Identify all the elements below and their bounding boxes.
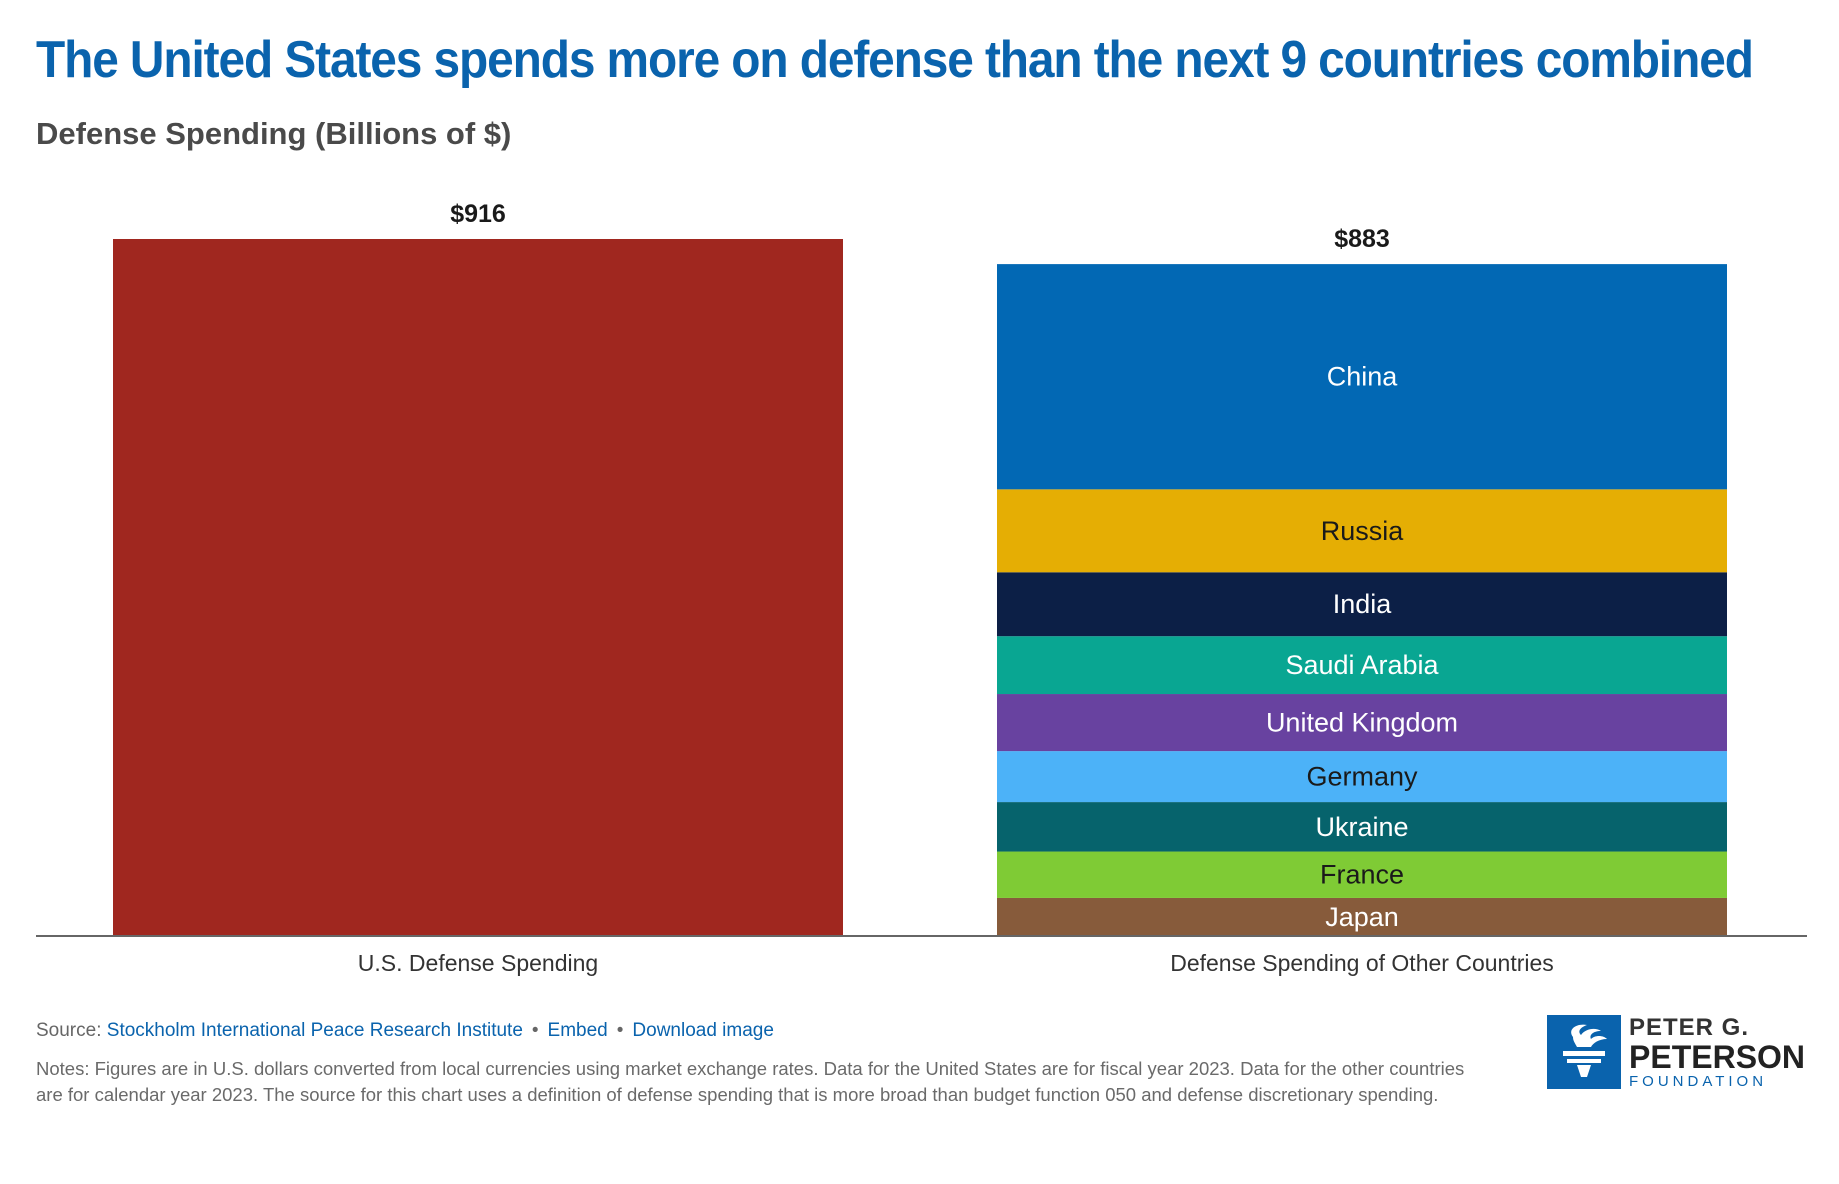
segment-label-russia: Russia bbox=[1321, 516, 1405, 546]
chart-notes: Notes: Figures are in U.S. dollars conve… bbox=[36, 1058, 1465, 1105]
torch-logo-icon bbox=[1547, 1015, 1621, 1089]
logo-line-3: FOUNDATION bbox=[1629, 1073, 1768, 1090]
logo-line-1: PETER G. bbox=[1629, 1014, 1750, 1041]
chart-subtitle: Defense Spending (Billions of $) bbox=[36, 116, 512, 151]
x-axis-label: Defense Spending of Other Countries bbox=[1170, 950, 1554, 976]
total-label-other-countries: $883 bbox=[1334, 225, 1390, 253]
segment-label-ukraine: Ukraine bbox=[1315, 812, 1408, 842]
bar-segment-ukraine bbox=[997, 802, 1727, 852]
defense-spending-chart: $916 Japan France Ukraine Germany United King… bbox=[36, 200, 1807, 976]
source-label: Source: bbox=[36, 1020, 102, 1041]
logo-wordmark: PETER G. PETERSON FOUNDATION bbox=[1629, 1015, 1805, 1091]
chart-title: The United States spends more on defense… bbox=[36, 31, 1754, 89]
bar-segment-china bbox=[997, 264, 1727, 490]
bar-segment-india bbox=[997, 572, 1727, 637]
x-axis-label: U.S. Defense Spending bbox=[358, 950, 598, 976]
segment-label-france: France bbox=[1320, 860, 1404, 890]
separator-dot: • bbox=[616, 1020, 624, 1041]
bar-segment-saudi-arabia bbox=[997, 636, 1727, 695]
bars-group: $916 Japan France Ukraine Germany United King… bbox=[113, 200, 1727, 936]
download-image-link[interactable]: Download image bbox=[632, 1020, 774, 1041]
bar-segment-russia bbox=[997, 489, 1727, 573]
segment-label-saudi-arabia: Saudi Arabia bbox=[1285, 650, 1439, 680]
source-link[interactable]: Stockholm International Peace Research I… bbox=[106, 1020, 523, 1041]
bar-us-defense-spending bbox=[113, 239, 843, 936]
bar-segment-united-kingdom bbox=[997, 694, 1727, 752]
source-line: Source: Stockholm International Peace Re… bbox=[36, 1020, 774, 1042]
logo-line-2: PETERSON bbox=[1629, 1039, 1806, 1075]
segment-label-united-kingdom: United Kingdom bbox=[1266, 708, 1458, 738]
x-axis-labels: U.S. Defense Spending Defense Spending of… bbox=[358, 950, 1554, 976]
peterson-foundation-logo: PETER G. PETERSON FOUNDATION bbox=[1547, 1015, 1807, 1095]
segment-label-india: India bbox=[1333, 589, 1393, 619]
embed-link[interactable]: Embed bbox=[547, 1020, 608, 1041]
segment-label-germany: Germany bbox=[1306, 762, 1418, 792]
separator-dot: • bbox=[531, 1020, 539, 1041]
bar-segment-germany bbox=[997, 751, 1727, 803]
bar-segment-japan bbox=[997, 897, 1727, 936]
segment-label-japan: Japan bbox=[1325, 902, 1399, 932]
total-label-us: $916 bbox=[450, 200, 506, 228]
segment-label-china: China bbox=[1327, 362, 1399, 392]
bar-segment-france bbox=[997, 851, 1727, 898]
